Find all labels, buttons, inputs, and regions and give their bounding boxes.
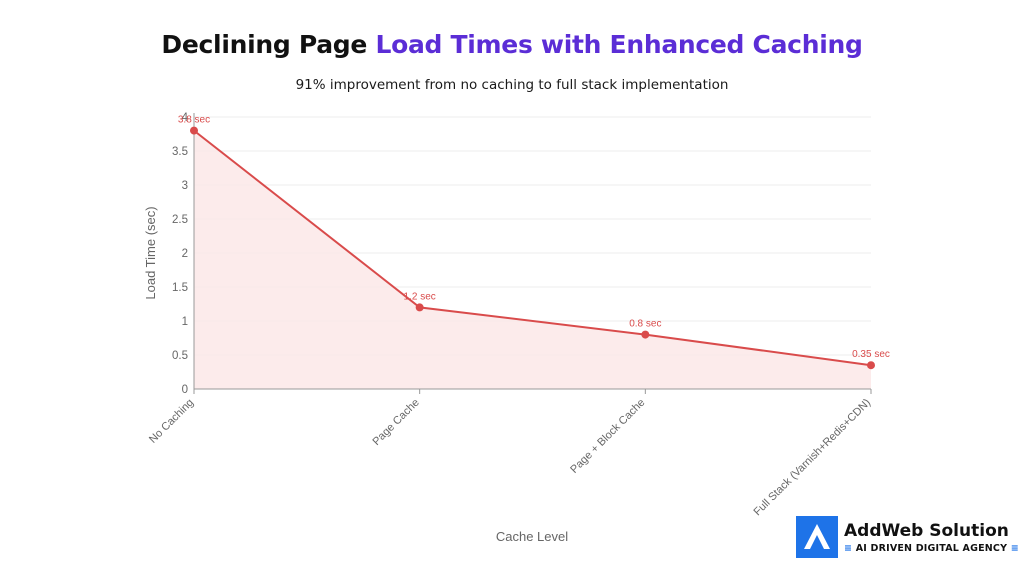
y-tick-label: 1 xyxy=(182,316,188,328)
data-label: 1.2 sec xyxy=(404,291,436,302)
tagline-deco-left-icon: ≡ xyxy=(844,542,853,554)
x-tick-label: Page Cache xyxy=(370,397,421,448)
y-tick-label: 2.5 xyxy=(172,214,188,226)
data-label: 0.35 sec xyxy=(852,349,890,360)
chart-title: Declining Page Load Times with Enhanced … xyxy=(0,30,1024,59)
x-tick-label: Page + Block Cache xyxy=(568,397,647,476)
y-tick-label: 2 xyxy=(182,248,188,260)
data-label: 3.8 sec xyxy=(178,115,210,126)
x-axis-title: Cache Level xyxy=(496,529,568,544)
chart-title-part-1: Declining Page xyxy=(161,30,376,59)
chart-subtitle: 91% improvement from no caching to full … xyxy=(295,77,729,93)
addweb-logo-icon xyxy=(796,516,838,558)
data-point xyxy=(641,330,650,339)
y-tick-label: 0.5 xyxy=(172,350,188,362)
series-line xyxy=(193,129,872,367)
tagline-deco-right-icon: ≡ xyxy=(1010,542,1019,554)
brand-tagline: AI DRIVEN DIGITAL AGENCY xyxy=(855,542,1008,554)
y-tick-label: 3.5 xyxy=(172,146,188,158)
y-tick-label: 4 xyxy=(182,112,189,124)
x-tick-label: No Caching xyxy=(147,397,196,446)
data-point xyxy=(867,361,875,370)
x-tick-label: Full Stack (Varnish+Redis+CDN) xyxy=(752,397,874,519)
area-fill xyxy=(194,130,871,389)
brand-tagline-row: ≡ AI DRIVEN DIGITAL AGENCY ≡ xyxy=(844,543,1019,554)
brand-name: AddWeb Solution xyxy=(844,520,1009,541)
data-label: 0.8 sec xyxy=(629,319,661,330)
y-axis-title: Load Time (sec) xyxy=(143,206,158,299)
data-point xyxy=(415,303,424,312)
y-tick-label: 3 xyxy=(182,180,188,192)
y-tick-label: 1.5 xyxy=(172,282,188,294)
brand-logo: AddWeb Solution ≡ AI DRIVEN DIGITAL AGEN… xyxy=(796,516,1019,558)
y-tick-label: 0 xyxy=(182,384,188,396)
chart-title-part-2: Load Times with Enhanced Caching xyxy=(375,30,863,59)
data-point xyxy=(190,126,198,135)
